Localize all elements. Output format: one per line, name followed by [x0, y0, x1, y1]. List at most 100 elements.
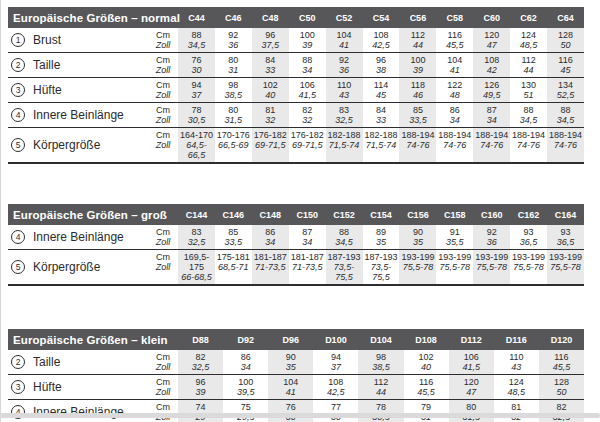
size-column-header: C62	[510, 13, 547, 23]
size-column-header: D112	[449, 335, 494, 345]
table-row: 4Innere BeinlängeCmZoll74297529,57630773…	[8, 400, 584, 422]
cm-value: 88	[326, 227, 363, 237]
cm-value: 110	[494, 352, 539, 362]
value-cell: 176-18269-71,5	[289, 128, 326, 162]
size-column-header: C50	[289, 13, 326, 23]
size-column-header: C162	[510, 210, 547, 220]
zoll-value: 34	[223, 362, 268, 372]
cm-value: 76	[268, 402, 313, 412]
cm-value: 81	[494, 402, 539, 412]
value-cell: 8734	[289, 225, 326, 249]
unit-label-cell: CmZoll	[148, 53, 178, 77]
unit-label-cell: CmZoll	[148, 350, 178, 374]
zoll-value: 35	[399, 237, 436, 247]
cm-value: 181-187	[252, 252, 289, 262]
unit-label-cm: Cm	[148, 377, 178, 387]
cm-value: 83	[178, 227, 215, 237]
measurement-label-cell: 4Innere Beinlänge	[8, 400, 148, 422]
size-column-header: C150	[289, 210, 326, 220]
cm-value: 78	[358, 402, 403, 412]
value-cell: 8232	[289, 103, 326, 127]
measurement-label-cell: 4Innere Beinlänge	[8, 225, 148, 249]
cm-value: 92	[473, 227, 510, 237]
cm-value: 112	[399, 30, 436, 40]
unit-label-cell: CmZoll	[148, 375, 178, 399]
size-column-header: D108	[404, 335, 449, 345]
value-cell: 7529,5	[223, 400, 268, 422]
zoll-value: 42,5	[313, 387, 358, 397]
size-column-header: C158	[436, 210, 473, 220]
cm-value: 124	[510, 30, 547, 40]
value-cell: 9437	[313, 350, 358, 374]
zoll-value: 75,5-78	[399, 262, 436, 272]
zoll-value: 30	[178, 65, 215, 75]
size-tables: Europäische Größen – normalC44C46C48C50C…	[0, 7, 600, 422]
zoll-value: 31	[215, 65, 252, 75]
size-column-header: C52	[326, 13, 363, 23]
size-column-header: C44	[178, 13, 215, 23]
value-cell: 175-18168,5-71	[215, 250, 252, 284]
value-cell: 7630	[268, 400, 313, 422]
zoll-value: 41	[436, 65, 473, 75]
size-column-header: C58	[436, 13, 473, 23]
cm-value: 170-176	[215, 130, 252, 140]
cm-value: 116	[404, 377, 449, 387]
zoll-value: 51	[510, 90, 547, 100]
value-cell: 10039	[399, 53, 436, 77]
zoll-value: 37	[178, 90, 215, 100]
zoll-value: 46	[399, 90, 436, 100]
size-table: Europäische Größen – kleinD88D92D96D100D…	[8, 329, 584, 422]
cm-value: 77	[313, 402, 358, 412]
value-cell: 12850	[547, 28, 584, 52]
value-cell: 182-18871,5-74	[326, 128, 363, 162]
size-column-header: C156	[399, 210, 436, 220]
measurement-label-cell: 2Taille	[8, 53, 148, 77]
cm-value: 134	[547, 80, 584, 90]
value-cell: 12448,5	[494, 375, 539, 399]
zoll-value: 74-76	[436, 140, 473, 150]
zoll-value: 34	[473, 115, 510, 125]
zoll-value: 39	[178, 387, 223, 397]
zoll-value: 32	[252, 115, 289, 125]
size-column-header: C64	[547, 13, 584, 23]
value-cell: 9236	[215, 28, 252, 52]
zoll-value: 41,5	[449, 362, 494, 372]
row-number-badge: 4	[11, 230, 25, 244]
zoll-value: 71-73,5	[289, 262, 326, 272]
cm-value: 86	[223, 352, 268, 362]
size-column-header: C54	[363, 13, 400, 23]
size-table: Europäische Größen – großC144C146C148C15…	[8, 204, 584, 286]
zoll-value: 34	[436, 115, 473, 125]
value-cell: 11645,5	[404, 375, 449, 399]
zoll-value: 69-71,5	[289, 140, 326, 150]
value-cell: 193-19975,5-78	[473, 250, 510, 284]
value-cell: 8834,5	[178, 28, 215, 52]
cm-value: 120	[449, 377, 494, 387]
value-cell: 11846	[399, 78, 436, 102]
cm-value: 82	[539, 402, 584, 412]
zoll-value: 66-68,5	[178, 272, 215, 282]
value-cell: 10039	[289, 28, 326, 52]
cm-value: 83	[326, 105, 363, 115]
value-cell: 12850	[539, 375, 584, 399]
value-cell: 169,5-17566-68,5	[178, 250, 215, 284]
value-cell: 8935	[363, 225, 400, 249]
size-column-header: C160	[473, 210, 510, 220]
value-cell: 9437	[178, 78, 215, 102]
zoll-value: 39,5	[223, 387, 268, 397]
zoll-value: 35,5	[436, 237, 473, 247]
zoll-value: 34,5	[547, 115, 584, 125]
unit-label-cell: CmZoll	[148, 400, 178, 422]
zoll-value: 34,5	[510, 115, 547, 125]
value-cell: 187-19373,5-75,5	[363, 250, 400, 284]
value-cell: 10441	[436, 53, 473, 77]
cm-value: 104	[326, 30, 363, 40]
zoll-value: 41,5	[289, 90, 326, 100]
zoll-value: 32	[289, 115, 326, 125]
zoll-value: 48	[436, 90, 473, 100]
value-cell: 8332,5	[326, 103, 363, 127]
value-cell: 176-18269-71,5	[252, 128, 289, 162]
table-row: 3HüfteCmZoll963910039,51044110842,511244…	[8, 375, 584, 400]
value-cell: 9135,5	[436, 225, 473, 249]
zoll-value: 35	[363, 237, 400, 247]
